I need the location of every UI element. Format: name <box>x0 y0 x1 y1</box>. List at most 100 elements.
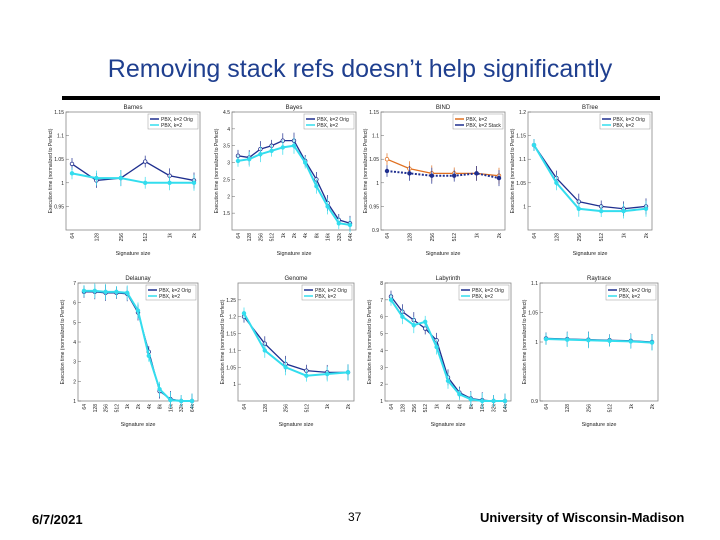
legend-entry: PBX, k=2 <box>315 294 336 300</box>
x-tick-label: 2k <box>644 233 650 239</box>
x-tick-label: 64k <box>190 404 196 413</box>
x-axis-label: Signature size <box>277 251 312 257</box>
x-tick-label: 128 <box>94 233 100 242</box>
x-tick-label: 2k <box>446 404 452 410</box>
legend-entry: PBX, k=2 Orig <box>619 288 651 294</box>
x-tick-label: 256 <box>104 404 110 413</box>
x-tick-label: 64 <box>236 233 242 239</box>
y-tick-label: 1.1 <box>229 348 236 354</box>
x-tick-label: 128 <box>400 404 406 413</box>
y-tick-label: 7 <box>73 281 76 287</box>
data-point <box>69 161 75 167</box>
x-tick-label: 1k <box>281 233 287 239</box>
y-tick-label: 0.95 <box>54 204 64 210</box>
y-tick-label: 1.25 <box>226 298 236 304</box>
x-tick-label: 32k <box>492 404 498 413</box>
data-point <box>407 171 412 176</box>
x-tick-label: 32k <box>337 233 343 242</box>
data-point <box>283 365 288 370</box>
data-point <box>502 398 508 404</box>
x-tick-label: 1k <box>325 404 331 410</box>
x-tick-label: 128 <box>93 404 99 413</box>
x-tick-label: 2k <box>292 233 298 239</box>
x-tick-label: 1k <box>629 404 635 410</box>
footer-institution: University of Wisconsin-Madison <box>480 510 685 525</box>
y-axis-label: Execution time (normalized to Perfect) <box>60 299 66 384</box>
legend-box <box>605 284 657 301</box>
legend-box <box>145 284 197 301</box>
chart-bayes: Bayes 1.5 2 2.5 3 3.5 4 4.5 64 128 256 512 1k 2k 4k 8k 1… <box>214 105 357 257</box>
chart-title: Genome <box>284 276 308 282</box>
data-point <box>576 206 581 211</box>
x-tick-label: 16k <box>168 404 174 413</box>
legend-box <box>303 113 355 130</box>
chart-genome: Genome 1 1.05 1.1 1.15 1.2 1.25 64 128 256 512 1k 2k… <box>220 276 355 428</box>
x-tick-label: 8k <box>469 404 475 410</box>
x-axis-label: Signature size <box>121 422 156 428</box>
y-tick-label: 1.15 <box>226 332 236 338</box>
plot-frame <box>231 111 357 231</box>
y-tick-label: 3.5 <box>223 144 230 150</box>
y-tick-label: 8 <box>380 281 383 287</box>
y-tick-label: 2.5 <box>223 177 230 183</box>
data-point <box>146 353 151 358</box>
data-point <box>258 151 263 157</box>
x-tick-label: 64k <box>503 404 509 413</box>
y-axis-label: Execution time (normalized to Perfect) <box>220 299 226 384</box>
x-axis-label: Signature size <box>116 251 151 257</box>
data-point <box>429 173 434 178</box>
data-point <box>304 373 309 378</box>
data-point <box>621 208 626 214</box>
data-point <box>643 206 649 211</box>
y-tick-label: 1 <box>380 399 383 405</box>
chart-bind: BIND 0.9 0.95 1 1.05 1.1 1.15 64 128 256 512 1k 2k Si… <box>363 105 506 257</box>
x-tick-label: 2k <box>192 233 198 239</box>
y-tick-label: 1 <box>523 204 526 210</box>
data-point <box>262 348 267 353</box>
data-point <box>434 344 439 350</box>
data-point <box>543 336 549 342</box>
legend-entry: PBX, k=2 Orig <box>161 117 193 123</box>
data-point <box>336 221 341 226</box>
chart-title: Delaunay <box>125 276 150 282</box>
title-rule <box>62 96 660 100</box>
data-point <box>81 288 87 294</box>
data-point <box>496 175 502 181</box>
plot-frame <box>380 111 506 231</box>
legend-box <box>147 113 199 130</box>
x-tick-label: 32k <box>179 404 185 413</box>
data-point <box>235 158 241 164</box>
legend-entry: PBX, k=2 <box>161 123 182 129</box>
data-point <box>142 159 148 164</box>
y-tick-label: 1.05 <box>528 311 538 317</box>
slide-title: Removing stack refs doesn’t help signifi… <box>107 55 613 83</box>
x-tick-label: 512 <box>452 233 458 242</box>
y-tick-label: 1.5 <box>223 211 230 217</box>
chart-title: Raytrace <box>587 276 612 282</box>
data-point <box>168 397 173 403</box>
series-line-2 <box>71 172 194 184</box>
data-point <box>69 171 75 176</box>
legend-entry: PBX, k=2 <box>619 294 640 300</box>
y-tick-label: 1.2 <box>519 110 526 116</box>
footer-date: 6/7/2021 <box>32 512 83 527</box>
x-axis-label: Signature size <box>279 422 314 428</box>
data-point <box>474 171 479 176</box>
x-tick-label: 64 <box>385 233 391 239</box>
data-point <box>118 175 123 181</box>
y-tick-label: 1.1 <box>531 281 538 287</box>
x-tick-label: 512 <box>608 404 614 413</box>
x-tick-label: 1k <box>622 233 628 239</box>
x-tick-label: 256 <box>577 233 583 242</box>
x-axis-label: Signature size <box>426 251 461 257</box>
data-point <box>445 378 451 383</box>
x-tick-label: 1k <box>168 233 174 239</box>
legend-box <box>301 284 353 301</box>
data-point <box>291 143 297 148</box>
series-line-2 <box>545 338 653 344</box>
x-tick-label: 64 <box>544 404 550 410</box>
data-point <box>142 180 148 185</box>
y-axis-label: Execution time (normalized to Perfect) <box>510 128 516 213</box>
legend-entry: PBX, k=2 Orig <box>317 117 349 123</box>
